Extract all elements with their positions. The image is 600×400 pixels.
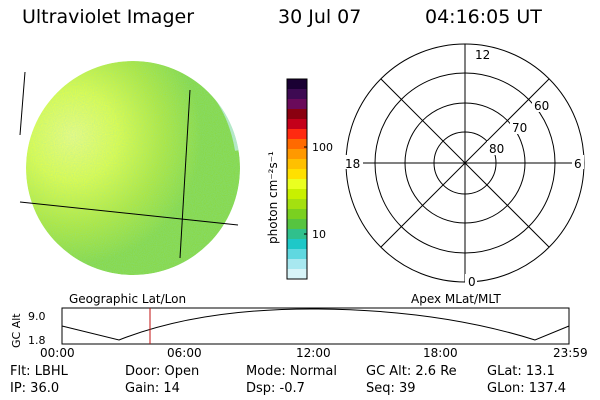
colorbar-band — [287, 199, 307, 210]
mlat-label-60: 60 — [534, 99, 549, 113]
colorbar-band — [287, 179, 307, 190]
ip-info: IP: 36.0 — [10, 381, 60, 396]
meridian-line — [179, 89, 191, 259]
instrument-title: Ultraviolet Imager — [22, 6, 195, 28]
colorbar-band — [287, 229, 307, 240]
mlt-label-0: 0 — [468, 275, 476, 289]
colorbar-band — [287, 129, 307, 140]
parallel-line — [19, 201, 239, 226]
colorbar-band — [287, 189, 307, 200]
dsp-info: Dsp: -0.7 — [246, 381, 305, 396]
uv-earth-image — [19, 61, 240, 275]
polar-grid: 12 0 18 6 60 70 80 — [343, 43, 585, 289]
gridline — [19, 71, 26, 136]
colorbar-band — [287, 219, 307, 230]
strip-x-tick-3: 18:00 — [423, 346, 458, 360]
colorbar-unit-label: photon cm⁻²s⁻¹ — [266, 151, 280, 244]
colorbar-tick-100: 100 — [312, 141, 333, 154]
strip-y-bottom: 1.8 — [28, 334, 46, 347]
glat-info: GLat: 13.1 — [487, 364, 555, 379]
filter-info: Flt: LBHL — [10, 364, 68, 379]
mlat-label-80: 80 — [489, 142, 504, 156]
strip-x-tick-4: 23:59 — [553, 346, 588, 360]
colorbar-band — [287, 259, 307, 270]
gc-alt-strip: 9.0 1.8 GC Alt 00:00 06:00 12:00 18:00 2… — [10, 307, 588, 360]
apex-title: Apex MLat/MLT — [411, 292, 501, 306]
colorbar-band — [287, 139, 307, 150]
colorbar-band — [287, 249, 307, 260]
colorbar-band — [287, 159, 307, 170]
strip-x-tick-1: 06:00 — [167, 346, 202, 360]
colorbar-band — [287, 209, 307, 220]
colorbar-band — [287, 239, 307, 250]
colorbar-band — [287, 149, 307, 160]
mlt-label-18: 18 — [345, 157, 360, 171]
colorbar-tick-10: 10 — [312, 228, 326, 241]
mlt-label-12: 12 — [475, 48, 490, 62]
observation-date: 30 Jul 07 — [278, 6, 362, 28]
colorbar-band — [287, 89, 307, 100]
colorbar-band — [287, 109, 307, 120]
colorbar-band — [287, 99, 307, 110]
mlt-label-6: 6 — [574, 157, 582, 171]
strip-x-tick-2: 12:00 — [296, 346, 331, 360]
strip-x-tick-0: 00:00 — [40, 346, 75, 360]
seq-info: Seq: 39 — [366, 381, 416, 396]
door-info: Door: Open — [125, 364, 200, 379]
colorbar-band — [287, 119, 307, 130]
colorbar-band — [287, 269, 307, 280]
glon-info: GLon: 137.4 — [487, 381, 567, 396]
strip-y-top: 9.0 — [28, 310, 46, 323]
colorbar-band — [287, 169, 307, 180]
mode-info: Mode: Normal — [246, 364, 337, 379]
gain-info: Gain: 14 — [125, 381, 180, 396]
geographic-title: Geographic Lat/Lon — [69, 292, 187, 306]
mlat-label-70: 70 — [512, 121, 527, 135]
strip-y-label: GC Alt — [10, 313, 23, 348]
color-bar: 100 10 photon cm⁻²s⁻¹ — [266, 78, 333, 280]
gc-alt-info: GC Alt: 2.6 Re — [366, 364, 457, 379]
colorbar-band — [287, 79, 307, 90]
observation-time: 04:16:05 UT — [425, 6, 542, 28]
altitude-curve — [61, 308, 570, 341]
